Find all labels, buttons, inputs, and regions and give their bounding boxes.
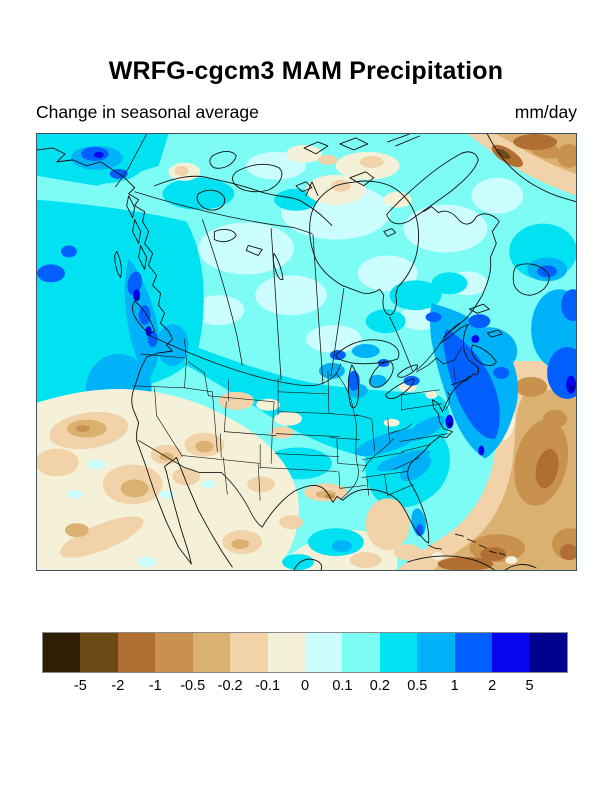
colorbar xyxy=(42,632,568,673)
figure-title: WRFG-cgcm3 MAM Precipitation xyxy=(108,57,504,85)
national-borders xyxy=(115,134,462,528)
colorbar-cell xyxy=(117,633,156,672)
colorbar-cell xyxy=(267,633,305,672)
colorbar-tick-label: 1 xyxy=(450,678,459,694)
colorbar-tick-label: -0.5 xyxy=(180,678,206,694)
colorbar-cell xyxy=(230,633,268,672)
precipitation-map xyxy=(36,133,577,571)
colorbar-cell xyxy=(304,633,343,672)
coastlines xyxy=(37,134,576,570)
colorbar-tick-label: 5 xyxy=(525,678,534,694)
colorbar-tick-label: 2 xyxy=(488,678,497,694)
colorbar-tick-label: 0 xyxy=(300,678,310,694)
colorbar-tick-label: 0.1 xyxy=(332,678,353,694)
colorbar-cell xyxy=(155,633,193,672)
colorbar-tick-label: -1 xyxy=(148,678,162,694)
colorbar-cell xyxy=(454,633,493,672)
colorbar-cell xyxy=(492,633,530,672)
colorbar-ticks: -5 -2 -1 -0.5 -0.2 -0.1 0 0.1 0.2 0.5 1 2 5 xyxy=(43,678,567,698)
colorbar-tick-label: 0.5 xyxy=(407,678,428,694)
colorbar-tick-label: -0.1 xyxy=(255,678,281,694)
colorbar-cell xyxy=(43,633,81,672)
colorbar-cell xyxy=(529,633,567,672)
colorbar-tick-label: -5 xyxy=(73,678,87,694)
state-borders xyxy=(132,338,456,501)
units-label: mm/day xyxy=(514,102,577,122)
colorbar-cell xyxy=(192,633,231,672)
subtitle-row: Change in seasonal average mm/day xyxy=(36,102,577,123)
map-svg xyxy=(37,134,576,570)
colorbar-tick-label: -2 xyxy=(111,678,125,694)
colorbar-cell xyxy=(342,633,380,672)
colorbar-cell xyxy=(379,633,418,672)
colorbar-cell xyxy=(80,633,118,672)
colorbar-tick-label: 0.2 xyxy=(369,678,390,694)
colorbar-tick-label: -0.2 xyxy=(217,678,243,694)
colorbar-cell xyxy=(417,633,455,672)
figure-subtitle: Change in seasonal average xyxy=(36,102,259,122)
precip-fill-regions xyxy=(37,134,576,570)
